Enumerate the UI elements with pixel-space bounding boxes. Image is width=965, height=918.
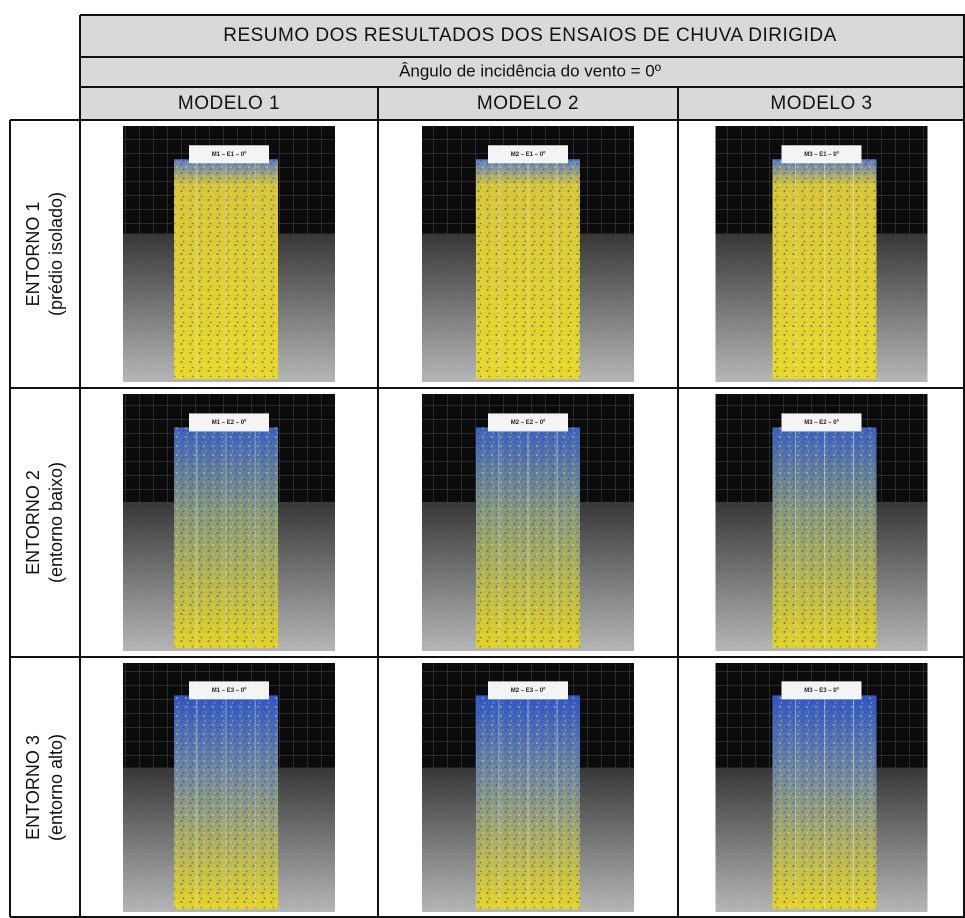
photo-label: M1 – E2 – 0º bbox=[212, 420, 247, 426]
photo-label: M2 – E3 – 0º bbox=[511, 688, 546, 694]
row-sublabel: (entorno baixo) bbox=[46, 462, 66, 583]
photo: M2 – E1 – 0º bbox=[422, 126, 634, 382]
column-header: MODELO 1 bbox=[178, 93, 280, 114]
photo-label: M1 – E1 – 0º bbox=[212, 152, 247, 158]
row-sublabel: (prédio isolado) bbox=[46, 192, 66, 316]
row-label: ENTORNO 3 bbox=[23, 735, 43, 840]
photo: M1 – E2 – 0º bbox=[123, 394, 335, 651]
column-header: MODELO 3 bbox=[770, 93, 872, 114]
photo-label: M2 – E2 – 0º bbox=[511, 420, 546, 426]
photo: M2 – E2 – 0º bbox=[422, 394, 634, 651]
photo: M3 – E3 – 0º bbox=[716, 663, 928, 912]
photo-label: M3 – E1 – 0º bbox=[804, 152, 839, 158]
photo: M1 – E3 – 0º bbox=[123, 663, 335, 912]
table-title: RESUMO DOS RESULTADOS DOS ENSAIOS DE CHU… bbox=[223, 25, 837, 46]
row-sublabel: (entorno alto) bbox=[46, 734, 66, 841]
column-header: MODELO 2 bbox=[477, 93, 579, 114]
photo: M3 – E2 – 0º bbox=[716, 394, 928, 651]
photo-label: M2 – E1 – 0º bbox=[511, 152, 546, 158]
table-subtitle: Ângulo de incidência do vento = 0º bbox=[399, 61, 661, 80]
photo-label: M3 – E2 – 0º bbox=[804, 420, 839, 426]
photo: M1 – E1 – 0º bbox=[123, 126, 335, 382]
photo: M3 – E1 – 0º bbox=[716, 126, 928, 382]
photo-label: M3 – E3 – 0º bbox=[804, 688, 839, 694]
results-table: RESUMO DOS RESULTADOS DOS ENSAIOS DE CHU… bbox=[0, 0, 965, 918]
row-label: ENTORNO 2 bbox=[23, 470, 43, 575]
photo: M2 – E3 – 0º bbox=[422, 663, 634, 912]
row-label: ENTORNO 1 bbox=[23, 202, 43, 307]
photo-label: M1 – E3 – 0º bbox=[212, 688, 247, 694]
